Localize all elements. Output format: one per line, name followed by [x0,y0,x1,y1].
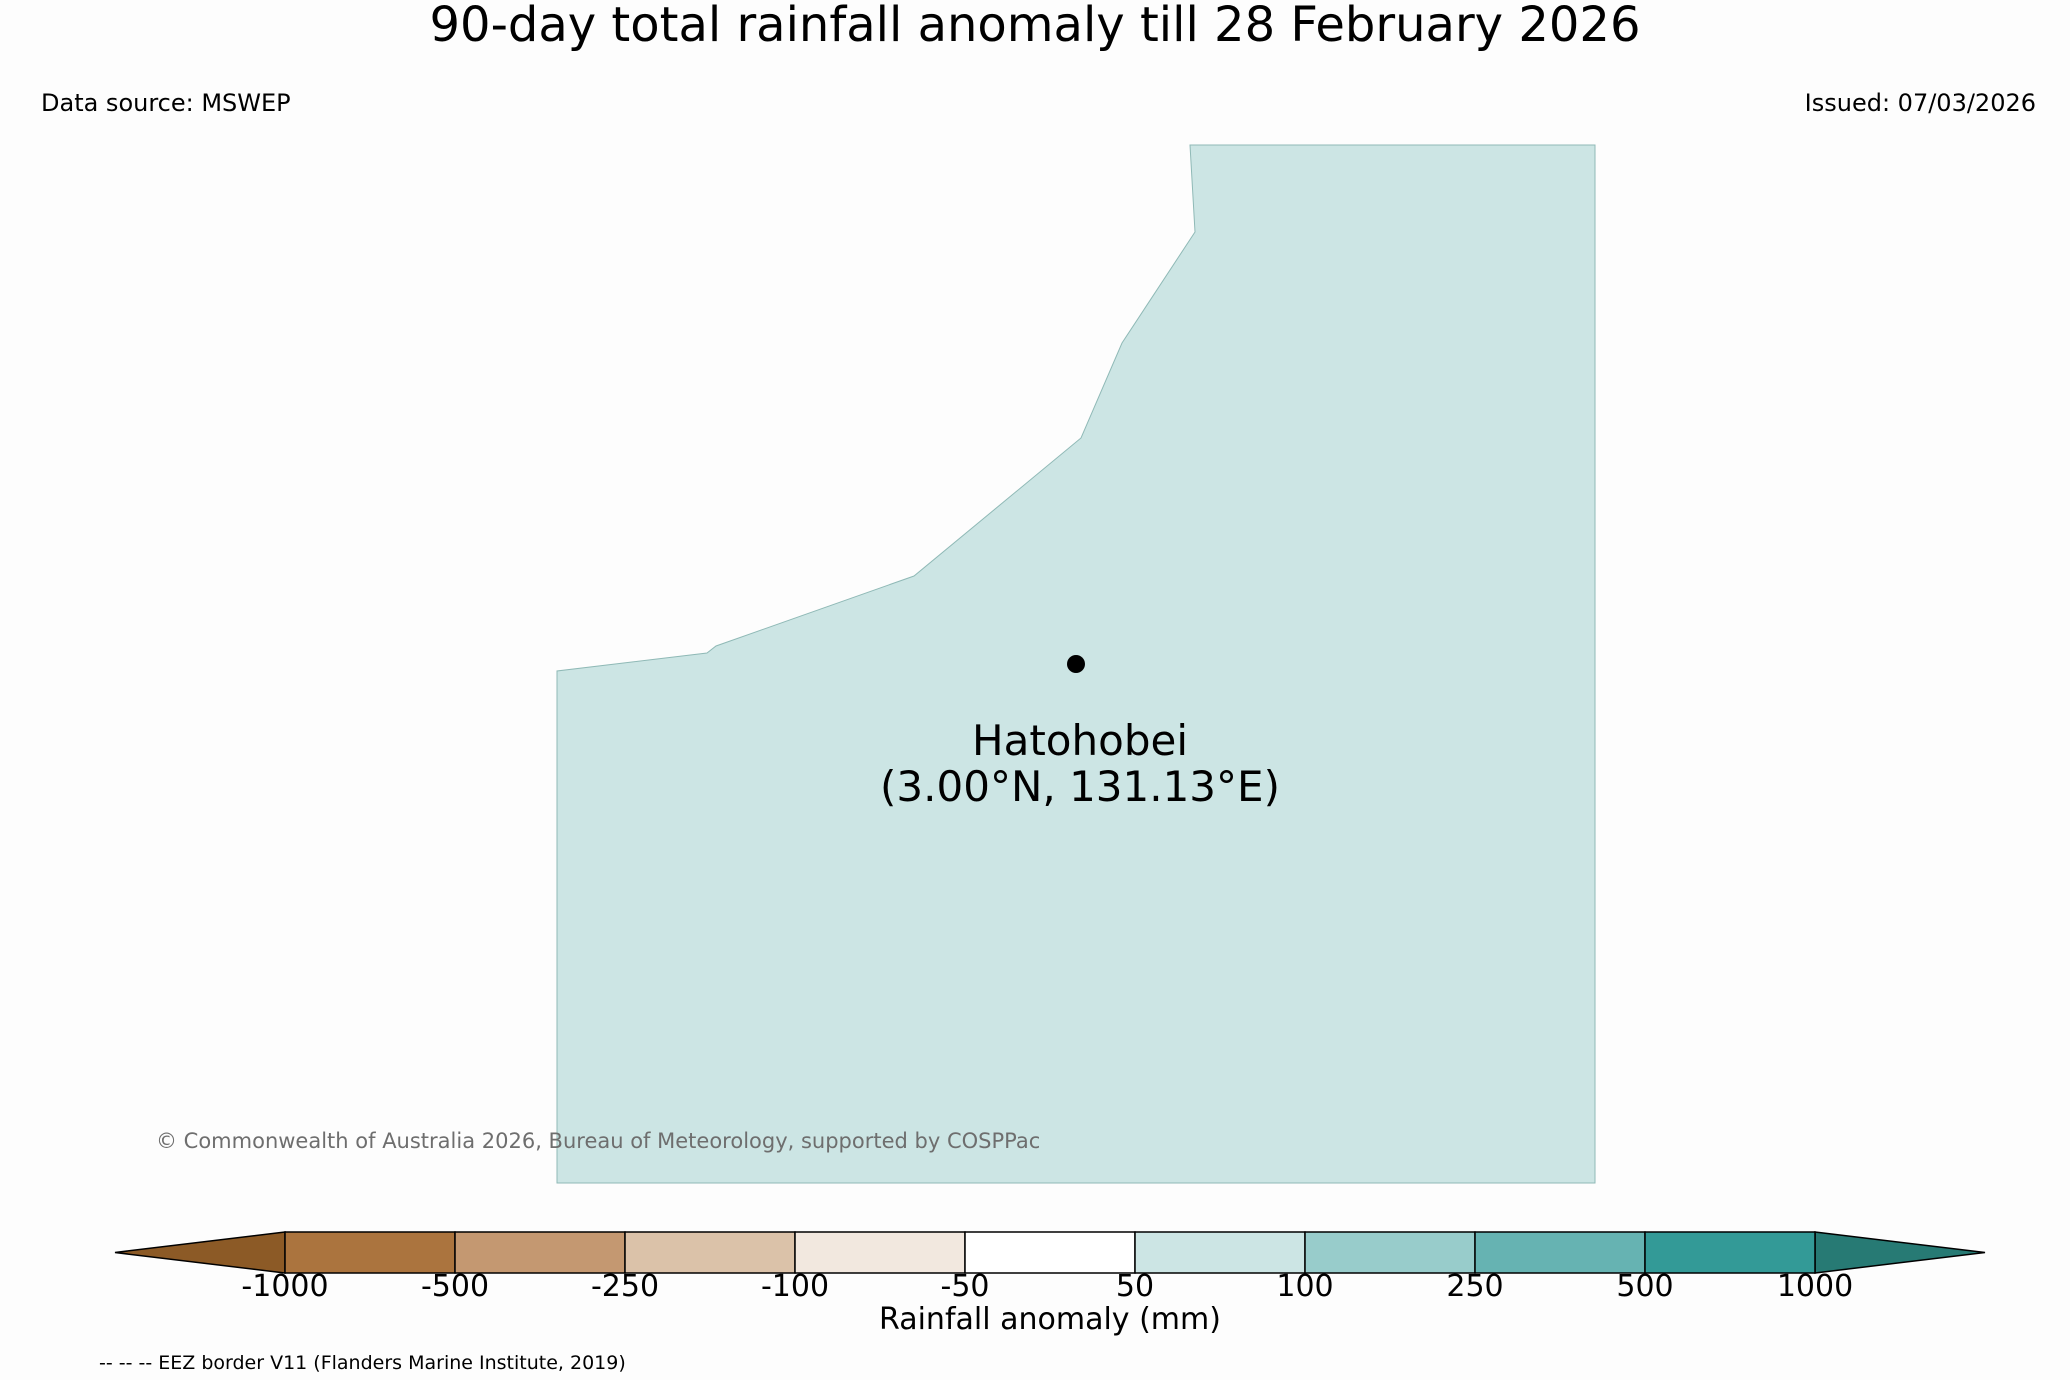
colorbar-segment [1474,1231,1646,1274]
eez-border-note: -- -- -- EEZ border V11 (Flanders Marine… [99,1352,626,1374]
colorbar-tick-label: -50 [940,1269,990,1304]
location-marker [1067,655,1085,673]
colorbar-segment [1644,1231,1816,1274]
map-title: 90-day total rainfall anomaly till 28 Fe… [429,0,1641,53]
colorbar-segment [1304,1231,1476,1274]
copyright-notice: © Commonwealth of Australia 2026, Bureau… [156,1129,1041,1153]
colorbar-tick-label: -100 [760,1269,830,1304]
colorbar-under-extension [114,1231,286,1274]
colorbar-tick-label: -1000 [241,1269,329,1304]
colorbar-tick-label: 250 [1446,1269,1504,1304]
colorbar-tick-label: 1000 [1776,1269,1854,1304]
colorbar-segment [1134,1231,1306,1274]
colorbar-tick-label: 50 [1115,1269,1155,1304]
location-coordinates: (3.00°N, 131.13°E) [880,762,1280,811]
colorbar-tick-label: 100 [1276,1269,1334,1304]
colorbar-segment [624,1231,796,1274]
colorbar-tick-label: 500 [1616,1269,1674,1304]
location-label: Hatohobei (3.00°N, 131.13°E) [830,718,1330,810]
data-source-label: Data source: MSWEP [41,89,291,117]
colorbar-label: Rainfall anomaly (mm) [879,1302,1221,1337]
colorbar-segment [454,1231,626,1274]
colorbar-over-extension [1814,1231,1986,1274]
issued-date-label: Issued: 07/03/2026 [1804,89,2036,117]
colorbar-segment [794,1231,966,1274]
colorbar [114,1231,1986,1274]
colorbar-segment [284,1231,456,1274]
colorbar-tick-label: -500 [420,1269,490,1304]
location-name: Hatohobei [972,716,1188,765]
colorbar-segment [964,1231,1136,1274]
colorbar-tick-label: -250 [590,1269,660,1304]
